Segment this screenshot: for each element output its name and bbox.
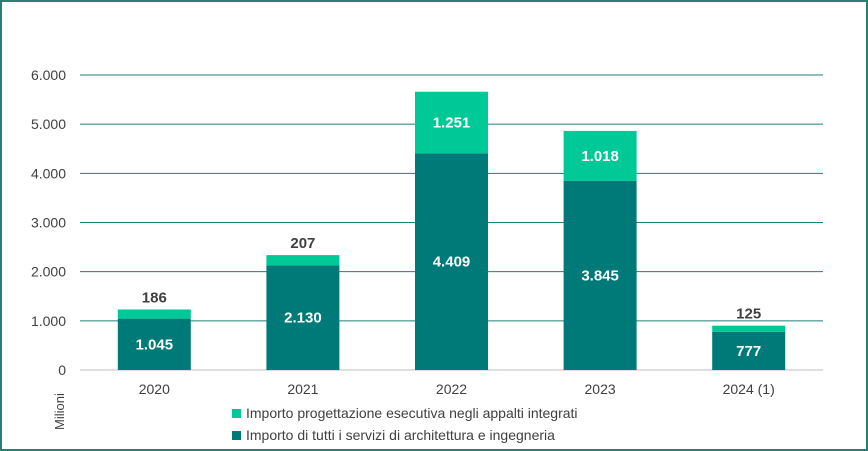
x-tick-label: 2021 [287, 381, 318, 397]
y-tick-label: 1.000 [31, 313, 66, 329]
x-tick-label: 2022 [436, 381, 467, 397]
legend-item-servizi: Importo di tutti i servizi di architettu… [232, 424, 578, 446]
y-axis-ticks: 0 1.000 2.000 3.000 4.000 5.000 6.000 [31, 67, 66, 378]
data-label-servizi: 3.845 [581, 267, 619, 284]
bar-servizi [415, 153, 488, 370]
y-tick-label: 6.000 [31, 67, 66, 83]
data-label-progettazione: 186 [142, 289, 167, 306]
legend-label-progettazione: Importo progettazione esecutiva negli ap… [246, 405, 578, 421]
data-label-progettazione: 125 [736, 306, 761, 323]
y-tick-label: 3.000 [31, 215, 66, 231]
bar-progettazione [563, 130, 637, 181]
data-label-servizi: 2.130 [284, 310, 322, 327]
y-tick-label: 5.000 [31, 116, 66, 132]
bar-servizi [117, 318, 191, 370]
x-tick-label: 2023 [585, 381, 616, 397]
bar-servizi [712, 331, 786, 370]
y-tick-label: 2.000 [31, 264, 66, 280]
legend-item-progettazione: Importo progettazione esecutiva negli ap… [232, 402, 578, 424]
x-axis-ticks: 2020 2021 2022 2023 2024 (1) [139, 381, 775, 397]
bar-servizi [266, 265, 340, 370]
data-label-progettazione: 207 [290, 235, 315, 252]
legend: Importo progettazione esecutiva negli ap… [232, 402, 578, 446]
y-tick-label: 0 [58, 362, 66, 378]
legend-swatch-servizi [232, 430, 241, 440]
legend-swatch-progettazione [232, 408, 241, 418]
data-label-progettazione: 1.018 [581, 148, 619, 165]
x-tick-label: 2020 [139, 381, 170, 397]
bar-progettazione [117, 309, 191, 319]
bar-progettazione [712, 325, 786, 332]
bar-progettazione [415, 91, 488, 154]
x-tick-label: 2024 (1) [723, 381, 775, 397]
data-label-servizi: 777 [736, 343, 761, 360]
legend-label-servizi: Importo di tutti i servizi di architettu… [246, 427, 555, 443]
data-label-progettazione: 1.251 [433, 114, 471, 131]
data-label-servizi: 1.045 [136, 336, 174, 353]
y-axis-label: Milioni [52, 393, 67, 430]
y-tick-label: 4.000 [31, 165, 66, 181]
bars: 1.045 186 2.130 207 4.409 1.251 3.845 1.018 777 1… [117, 91, 786, 370]
bar-progettazione [266, 255, 340, 266]
bar-servizi [563, 180, 637, 370]
data-label-servizi: 4.409 [433, 254, 471, 271]
